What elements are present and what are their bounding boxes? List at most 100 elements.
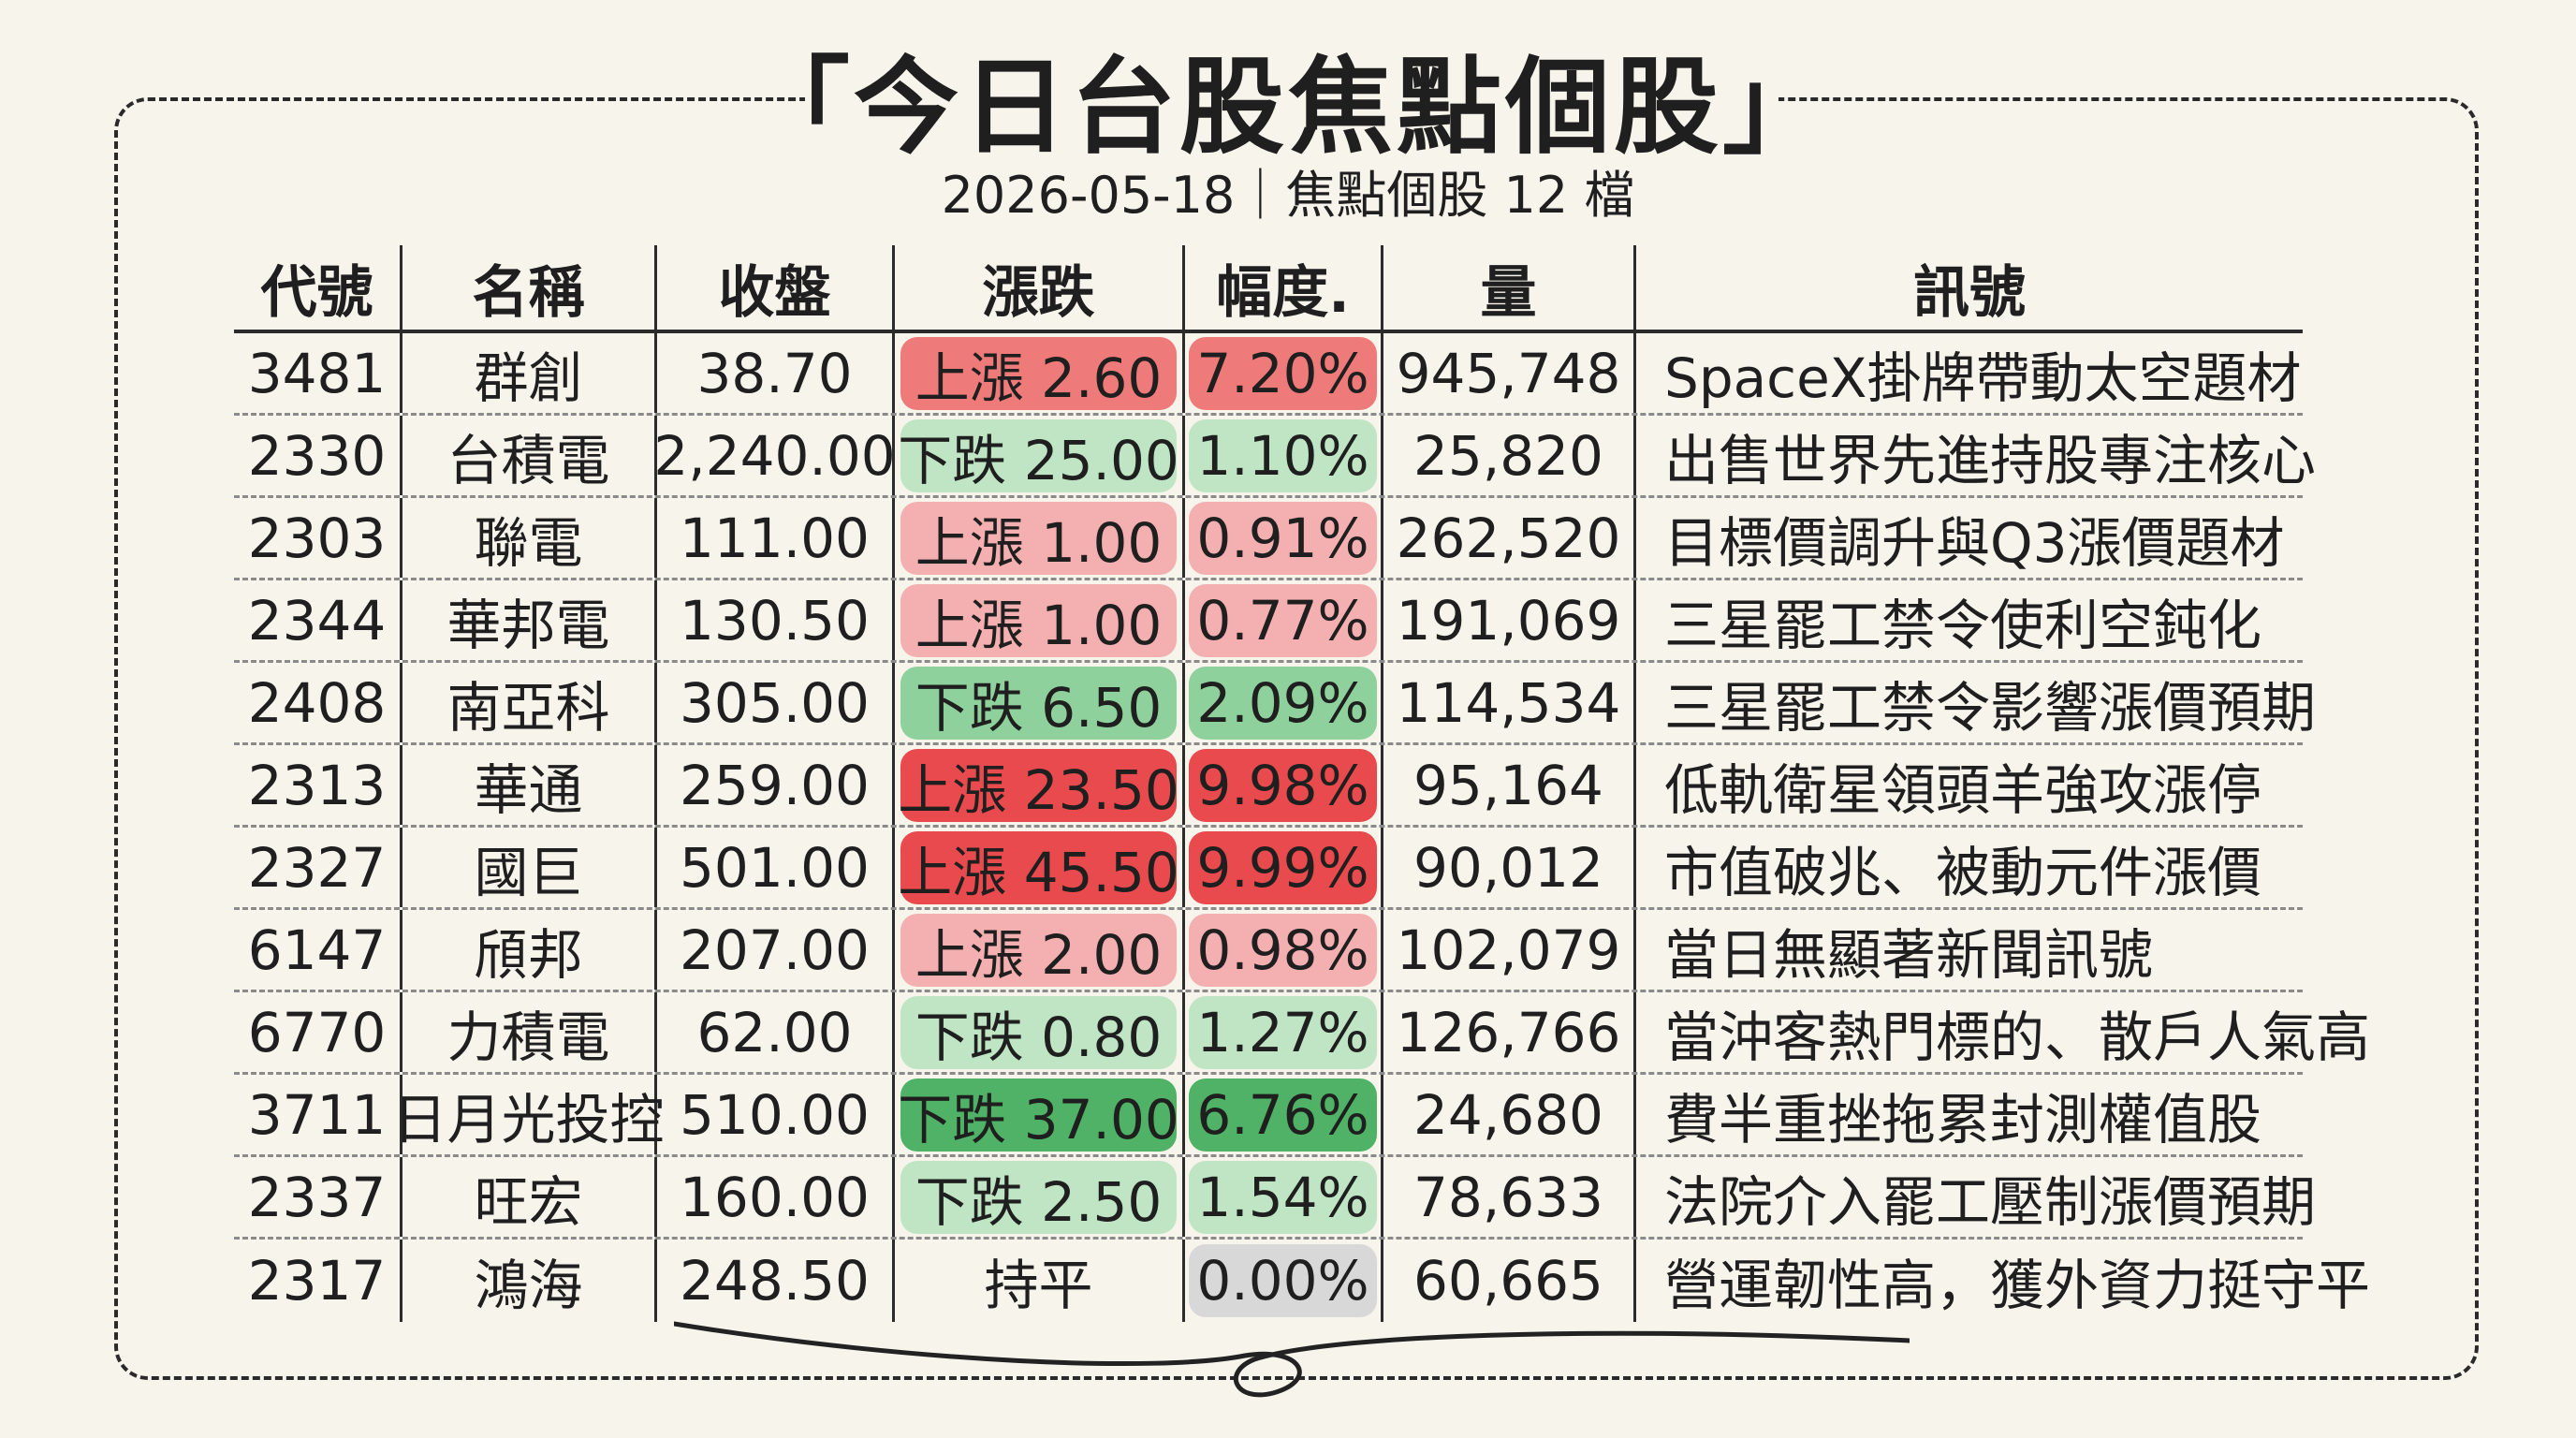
stock-percent: 1.10%	[1185, 416, 1383, 495]
header-change: 漲跌	[895, 245, 1185, 330]
percent-chip: 2.09%	[1189, 666, 1377, 740]
stock-name: 聯電	[402, 498, 657, 578]
change-chip: 下跌 37.00	[898, 1078, 1179, 1152]
stock-percent: 9.99%	[1185, 828, 1383, 907]
stock-close: 305.00	[657, 663, 895, 742]
stock-close: 130.50	[657, 580, 895, 660]
stock-volume: 78,633	[1383, 1157, 1636, 1237]
title-mask	[805, 66, 1778, 140]
stock-code: 2317	[234, 1240, 402, 1322]
table-row: 2344 華邦電 130.50 上漲 1.00 0.77% 191,069 三星罷工禁令使利…	[234, 580, 2303, 663]
percent-chip: 0.00%	[1189, 1244, 1377, 1317]
change-chip: 下跌 6.50	[900, 666, 1177, 740]
stock-name: 頎邦	[402, 910, 657, 990]
stock-change: 持平	[895, 1240, 1185, 1322]
stock-percent: 0.91%	[1185, 498, 1383, 578]
percent-chip: 1.10%	[1189, 418, 1377, 492]
page-subtitle: 2026-05-18｜焦點個股 12 檔	[941, 166, 1635, 225]
stock-signal: 法院介入罷工壓制漲價預期	[1664, 1169, 2317, 1234]
percent-chip: 7.20%	[1189, 336, 1377, 410]
stock-volume: 90,012	[1383, 828, 1636, 907]
percent-chip: 0.98%	[1189, 913, 1377, 987]
stock-volume: 102,079	[1383, 910, 1636, 990]
stock-close: 207.00	[657, 910, 895, 990]
stock-change: 上漲 1.00	[895, 580, 1185, 660]
change-chip: 上漲 2.60	[900, 336, 1177, 410]
stock-name: 華邦電	[402, 580, 657, 660]
table-row: 2313 華通 259.00 上漲 23.50 9.98% 95,164 低軌衛星領頭羊強攻…	[234, 745, 2303, 828]
header-rule	[234, 330, 2303, 333]
stock-volume: 95,164	[1383, 745, 1636, 825]
stock-close: 510.00	[657, 1075, 895, 1154]
stock-signal: 出售世界先進持股專注核心	[1664, 428, 2317, 492]
header-percent: 幅度.	[1185, 245, 1383, 330]
stock-close: 2,240.00	[653, 416, 896, 495]
stock-change: 下跌 2.50	[895, 1157, 1185, 1237]
table-row: 6770 力積電 62.00 下跌 0.80 1.27% 126,766 當沖客熱門標的、散…	[234, 992, 2371, 1075]
percent-chip: 0.77%	[1189, 583, 1377, 657]
table-row: 2317 鴻海 248.50 持平 0.00% 60,665 營運韌性高，獲外資力挺守平	[234, 1240, 2370, 1322]
change-chip: 下跌 2.50	[900, 1160, 1177, 1234]
stock-signal: 三星罷工禁令使利空鈍化	[1664, 593, 2262, 657]
stock-name: 日月光投控	[393, 1075, 665, 1154]
stock-signal: 三星罷工禁令影響漲價預期	[1664, 675, 2317, 740]
stock-close: 501.00	[657, 828, 895, 907]
table-row: 2337 旺宏 160.00 下跌 2.50 1.54% 78,633 法院介入罷工壓制漲價…	[234, 1157, 2317, 1240]
stock-code: 2327	[234, 828, 402, 907]
table-row: 2327 國巨 501.00 上漲 45.50 9.99% 90,012 市值破兆、被動元件…	[234, 828, 2303, 910]
page-title: 「今日台股焦點個股」	[745, 47, 1831, 169]
change-chip: 上漲 1.00	[900, 501, 1177, 575]
stock-signal: 當沖客熱門標的、散戶人氣高	[1664, 1005, 2371, 1069]
stock-code: 6147	[234, 910, 402, 990]
header-signal: 訊號	[1913, 259, 2026, 326]
table-body: 3481 群創 38.70 上漲 2.60 7.20% 945,748 SpaceX掛牌帶動…	[234, 333, 2371, 1322]
stock-name: 力積電	[402, 992, 657, 1072]
stock-signal: 市值破兆、被動元件漲價	[1664, 840, 2262, 904]
stock-close: 259.00	[657, 745, 895, 825]
table-row: 3481 群創 38.70 上漲 2.60 7.20% 945,748 SpaceX掛牌帶動…	[234, 333, 2303, 416]
stock-percent: 7.20%	[1185, 333, 1383, 413]
stock-volume: 945,748	[1383, 333, 1636, 413]
stock-code: 3481	[234, 333, 402, 413]
change-chip: 上漲 2.00	[900, 913, 1177, 987]
stock-code: 2337	[234, 1157, 402, 1237]
stock-table: 代號 名稱 收盤 漲跌 幅度. 量 訊號 3481 群創 38.70 上漲 2.60 7…	[234, 245, 2371, 1322]
stock-close: 248.50	[657, 1240, 895, 1322]
stock-change: 上漲 23.50	[895, 745, 1185, 825]
stock-close: 111.00	[657, 498, 895, 578]
stock-change: 上漲 45.50	[895, 828, 1185, 907]
stock-change: 上漲 1.00	[895, 498, 1185, 578]
change-chip: 下跌 0.80	[900, 995, 1177, 1069]
stock-code: 2408	[234, 663, 402, 742]
stock-percent: 0.98%	[1185, 910, 1383, 990]
stock-name: 南亞科	[402, 663, 657, 742]
stock-name: 台積電	[402, 416, 657, 495]
stock-change: 下跌 0.80	[895, 992, 1185, 1072]
change-chip: 持平	[984, 1254, 1093, 1317]
table-row: 2330 台積電 2,240.00 下跌 25.00 1.10% 25,820 出售世界先進…	[234, 416, 2317, 498]
header-close: 收盤	[657, 245, 895, 330]
stock-close: 38.70	[657, 333, 895, 413]
percent-chip: 1.27%	[1189, 995, 1377, 1069]
percent-chip: 9.98%	[1189, 748, 1377, 822]
percent-chip: 1.54%	[1189, 1160, 1377, 1234]
stock-percent: 1.54%	[1185, 1157, 1383, 1237]
header-volume: 量	[1383, 245, 1636, 330]
stock-name: 群創	[402, 333, 657, 413]
stock-percent: 2.09%	[1185, 663, 1383, 742]
stock-change: 上漲 2.60	[895, 333, 1185, 413]
stock-change: 上漲 2.00	[895, 910, 1185, 990]
stock-close: 62.00	[657, 992, 895, 1072]
stock-volume: 24,680	[1383, 1075, 1636, 1154]
stock-signal: 費半重挫拖累封測權值股	[1664, 1087, 2262, 1152]
stock-change: 下跌 25.00	[895, 416, 1185, 495]
header-name: 名稱	[402, 245, 657, 330]
percent-chip: 6.76%	[1189, 1078, 1377, 1152]
stock-volume: 60,665	[1383, 1240, 1636, 1322]
stock-percent: 6.76%	[1185, 1075, 1383, 1154]
stock-percent: 0.77%	[1185, 580, 1383, 660]
stock-percent: 9.98%	[1185, 745, 1383, 825]
change-chip: 上漲 23.50	[898, 748, 1179, 822]
stock-volume: 262,520	[1383, 498, 1636, 578]
stock-code: 2344	[234, 580, 402, 660]
